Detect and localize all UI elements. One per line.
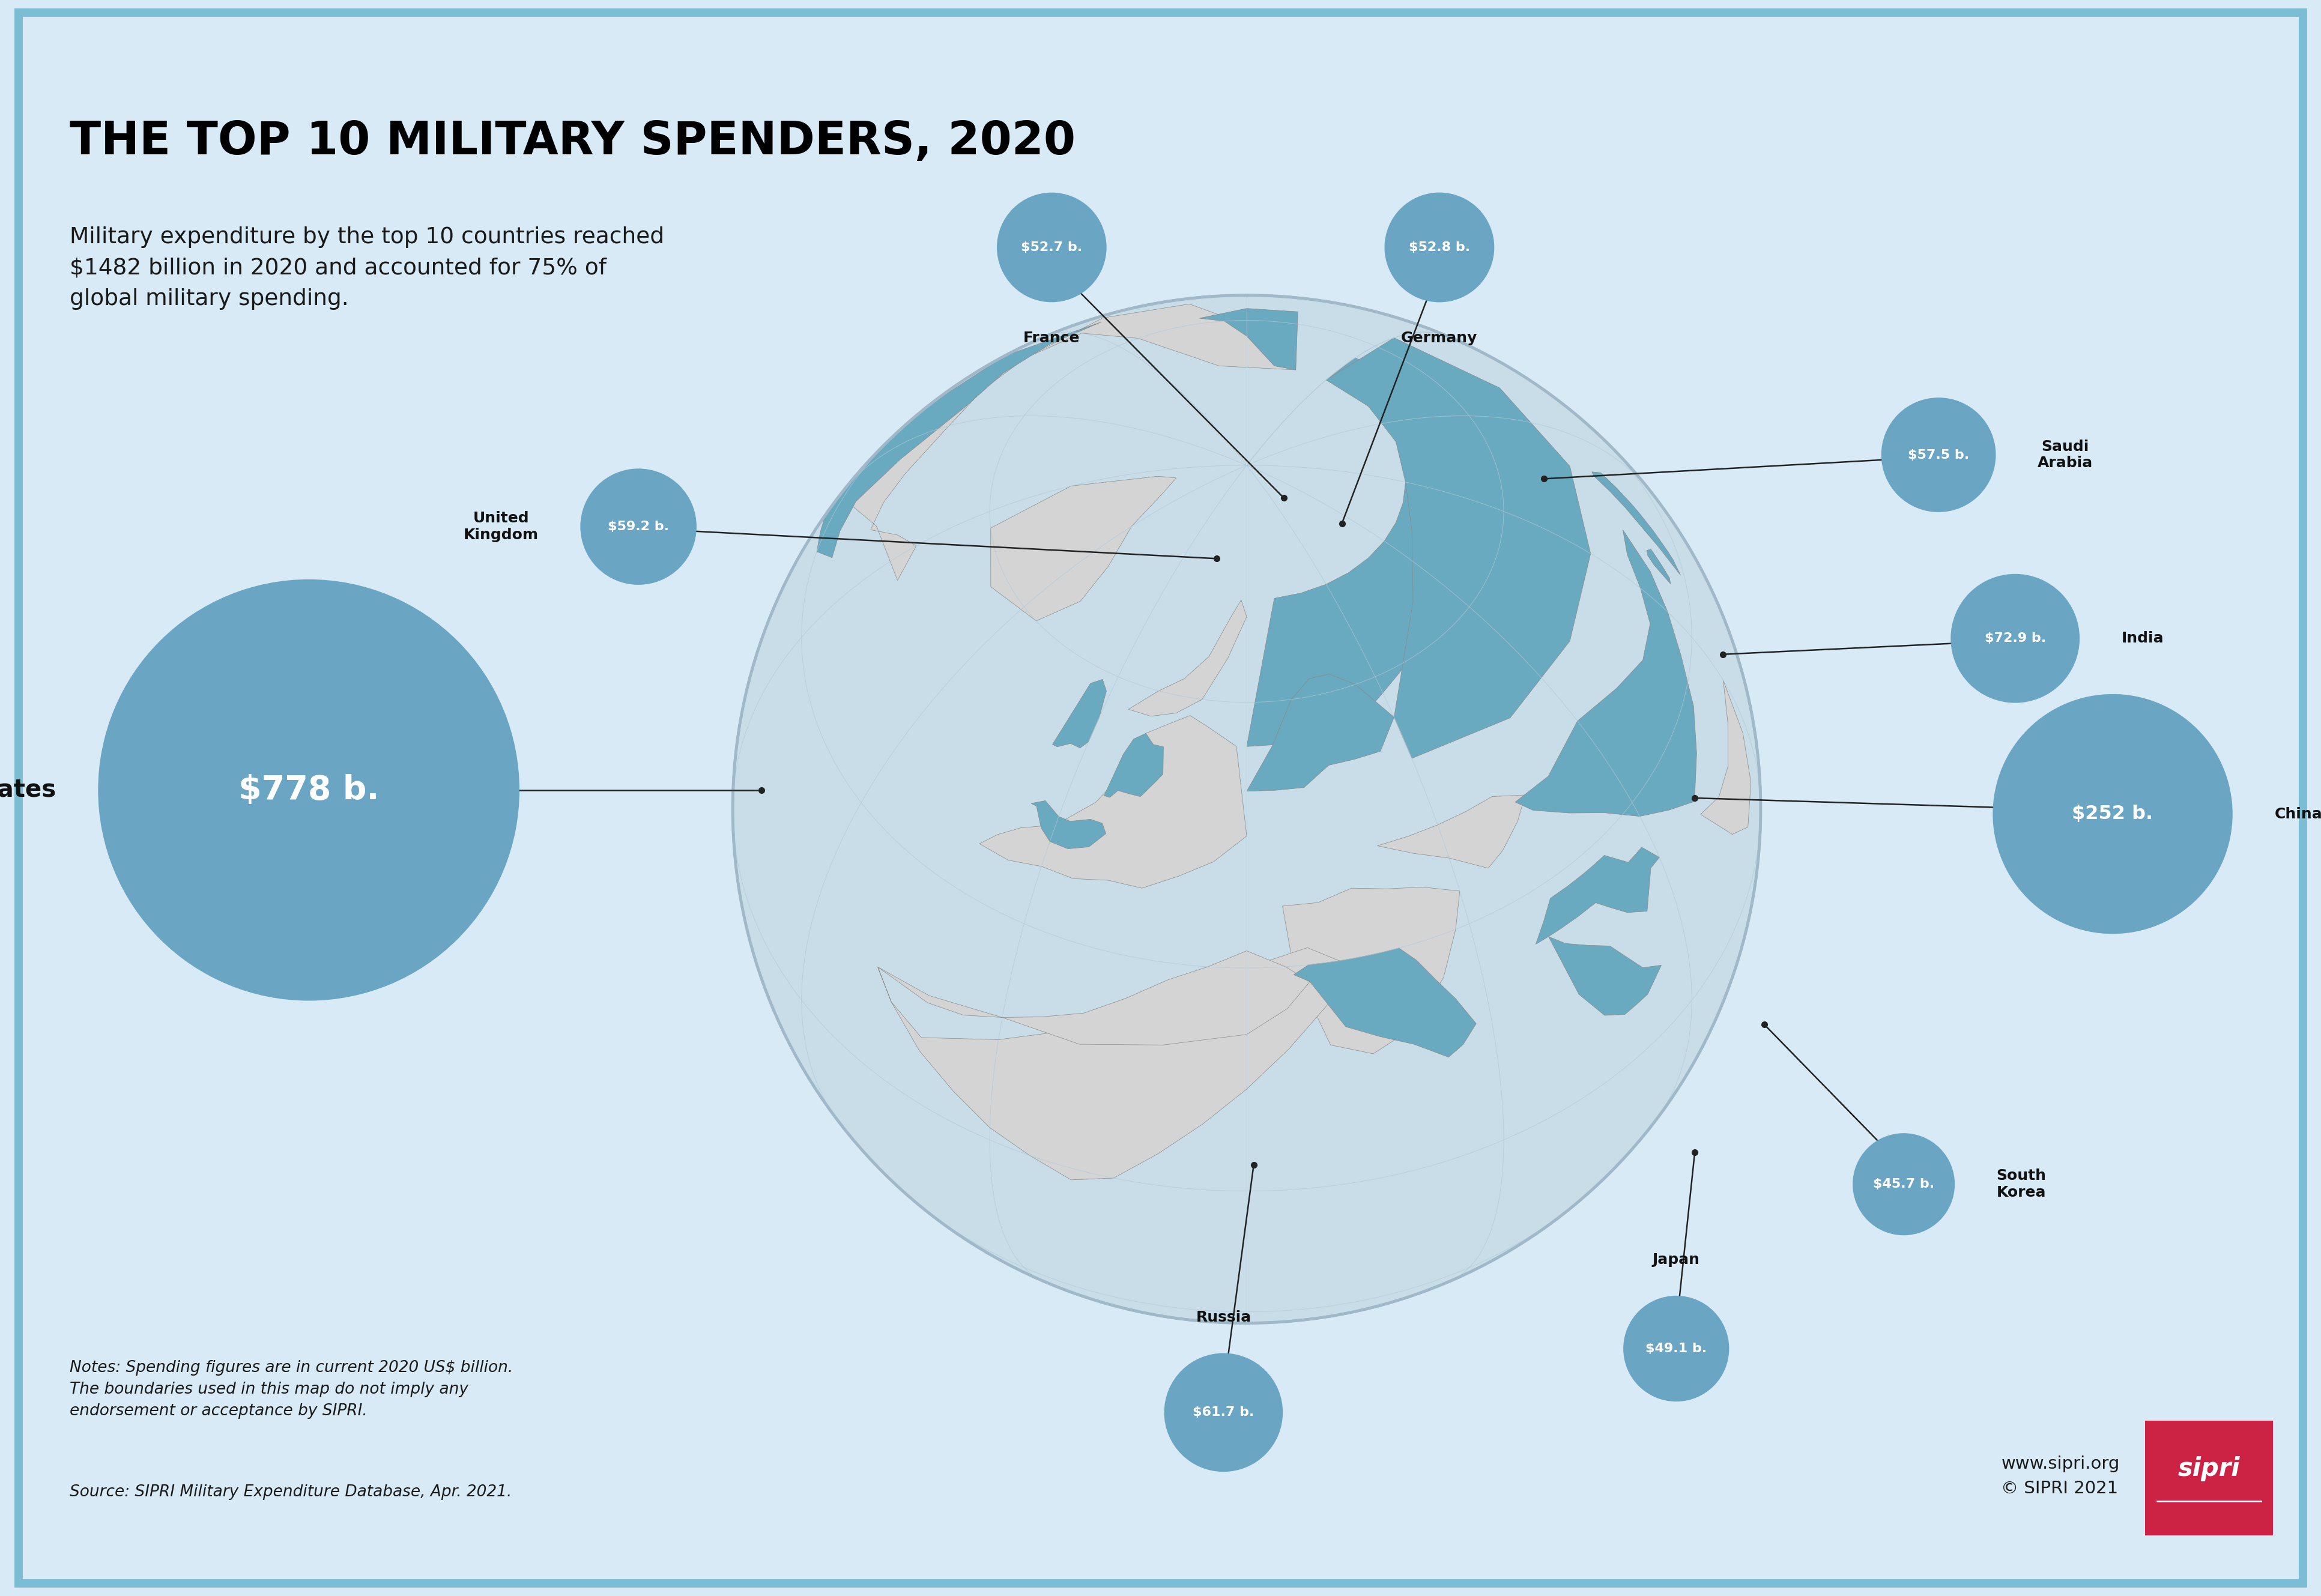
Text: www.sipri.org
© SIPRI 2021: www.sipri.org © SIPRI 2021 bbox=[2001, 1456, 2119, 1497]
Text: Source: SIPRI Military Expenditure Database, Apr. 2021.: Source: SIPRI Military Expenditure Datab… bbox=[70, 1484, 511, 1500]
Text: $59.2 b.: $59.2 b. bbox=[608, 520, 668, 533]
Text: $72.9 b.: $72.9 b. bbox=[1984, 632, 2045, 645]
Text: $778 b.: $778 b. bbox=[239, 774, 378, 806]
Text: Notes: Spending figures are in current 2020 US$ billion.
The boundaries used in : Notes: Spending figures are in current 2… bbox=[70, 1360, 513, 1419]
Text: $45.7 b.: $45.7 b. bbox=[1873, 1178, 1933, 1191]
Ellipse shape bbox=[1163, 1353, 1284, 1472]
Ellipse shape bbox=[1383, 193, 1495, 302]
Ellipse shape bbox=[1880, 397, 1996, 512]
Text: France: France bbox=[1024, 330, 1079, 345]
Ellipse shape bbox=[97, 579, 520, 1001]
Text: Germany: Germany bbox=[1402, 330, 1476, 345]
Text: $52.8 b.: $52.8 b. bbox=[1409, 241, 1469, 254]
Polygon shape bbox=[817, 322, 1100, 557]
FancyBboxPatch shape bbox=[2145, 1420, 2272, 1535]
Text: South
Korea: South Korea bbox=[1996, 1168, 2045, 1200]
Polygon shape bbox=[991, 476, 1177, 621]
Polygon shape bbox=[1592, 472, 1680, 575]
Ellipse shape bbox=[733, 295, 1759, 1323]
Ellipse shape bbox=[1852, 1133, 1954, 1235]
Polygon shape bbox=[877, 948, 1339, 1179]
Polygon shape bbox=[1548, 937, 1662, 1015]
Polygon shape bbox=[1105, 733, 1163, 798]
Text: Japan: Japan bbox=[1653, 1253, 1699, 1267]
Text: $252 b.: $252 b. bbox=[2073, 804, 2152, 824]
Ellipse shape bbox=[580, 469, 696, 584]
Text: $57.5 b.: $57.5 b. bbox=[1908, 448, 1968, 461]
Polygon shape bbox=[1200, 308, 1297, 370]
Text: $61.7 b.: $61.7 b. bbox=[1193, 1406, 1253, 1419]
Polygon shape bbox=[1516, 530, 1697, 816]
Polygon shape bbox=[1537, 847, 1660, 945]
Text: United States: United States bbox=[0, 777, 56, 803]
Text: THE TOP 10 MILITARY SPENDERS, 2020: THE TOP 10 MILITARY SPENDERS, 2020 bbox=[70, 120, 1075, 164]
Polygon shape bbox=[1031, 801, 1105, 849]
Polygon shape bbox=[1128, 600, 1246, 717]
Ellipse shape bbox=[996, 193, 1107, 302]
Polygon shape bbox=[852, 303, 1295, 581]
Polygon shape bbox=[1246, 674, 1393, 792]
Polygon shape bbox=[1325, 338, 1590, 758]
Text: Russia: Russia bbox=[1195, 1310, 1251, 1325]
Ellipse shape bbox=[1950, 575, 2080, 702]
Text: $49.1 b.: $49.1 b. bbox=[1646, 1342, 1706, 1355]
Polygon shape bbox=[979, 715, 1246, 887]
Text: Military expenditure by the top 10 countries reached
$1482 billion in 2020 and a: Military expenditure by the top 10 count… bbox=[70, 227, 664, 310]
Text: India: India bbox=[2121, 630, 2163, 646]
Text: $52.7 b.: $52.7 b. bbox=[1021, 241, 1082, 254]
Polygon shape bbox=[1051, 680, 1107, 749]
Text: Saudi
Arabia: Saudi Arabia bbox=[2038, 439, 2094, 471]
Ellipse shape bbox=[1991, 694, 2233, 934]
Polygon shape bbox=[1376, 795, 1525, 868]
Polygon shape bbox=[1281, 887, 1460, 1053]
Text: United
Kingdom: United Kingdom bbox=[464, 511, 538, 543]
Text: sipri: sipri bbox=[2177, 1456, 2240, 1481]
Polygon shape bbox=[1699, 680, 1750, 835]
Polygon shape bbox=[877, 951, 1309, 1045]
Polygon shape bbox=[1246, 358, 1465, 747]
Polygon shape bbox=[1293, 948, 1476, 1057]
Text: China: China bbox=[2275, 806, 2321, 822]
Ellipse shape bbox=[1622, 1296, 1729, 1401]
Polygon shape bbox=[1646, 549, 1671, 584]
